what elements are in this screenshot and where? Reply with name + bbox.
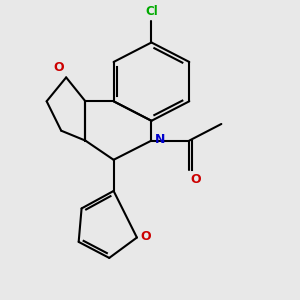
Text: O: O xyxy=(191,172,201,186)
Text: O: O xyxy=(53,61,64,74)
Text: N: N xyxy=(155,133,165,146)
Text: O: O xyxy=(140,230,151,243)
Text: Cl: Cl xyxy=(145,5,158,18)
